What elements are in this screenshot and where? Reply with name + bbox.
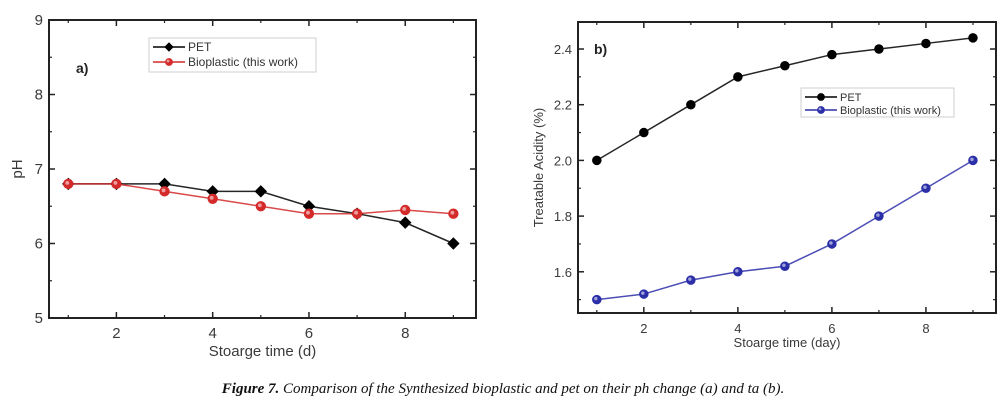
- plot-frame: [577, 21, 997, 314]
- panel-label: a): [76, 60, 88, 76]
- y-tick-label: 5: [35, 310, 43, 327]
- legend-marker: [164, 42, 174, 52]
- data-point-highlight: [641, 291, 645, 295]
- legend-frame: [800, 87, 955, 118]
- legend-marker-highlight: [818, 107, 822, 111]
- x-tick-label: 8: [401, 325, 409, 342]
- x-tick-label: 4: [734, 321, 741, 336]
- x-tick-label: 8: [922, 321, 929, 336]
- series-line: [596, 159, 974, 301]
- data-point-highlight: [594, 296, 598, 301]
- data-point: [921, 38, 931, 49]
- x-axis-title: Stoarge time (day): [734, 335, 841, 350]
- data-point: [733, 72, 743, 82]
- figure-caption: Figure 7. Comparison of the Synthesized …: [0, 381, 1006, 398]
- legend-item: PET: [805, 92, 862, 104]
- data-point: [686, 99, 696, 110]
- y-tick-label: 2.4: [554, 42, 572, 57]
- x-tick-label: 6: [828, 321, 835, 336]
- data-point-highlight: [923, 185, 927, 189]
- legend-item: Bioplastic (this work): [153, 55, 298, 69]
- chart-panel-b: 2 4 6 8 1.6 1.8 2.0 2.2 2.4 Stoarge time (day) Tre…: [531, 21, 997, 350]
- y-tick-label: 6: [35, 236, 43, 253]
- legend-marker: [817, 106, 825, 114]
- legend-label: Bioplastic (this work): [188, 55, 298, 69]
- y-tick-label: 7: [35, 161, 43, 178]
- caption-text: Comparison of the Synthesized bioplastic…: [279, 381, 785, 397]
- data-point-highlight: [113, 180, 118, 185]
- series-pet: [62, 177, 460, 250]
- series-bioplastic-this-work: [63, 178, 459, 219]
- legend-frame: [148, 37, 317, 73]
- y-tick-label: 9: [35, 12, 43, 29]
- series-bioplastic-this-work: [592, 155, 978, 305]
- x-tick-label: 4: [209, 325, 217, 342]
- legend-marker: [817, 93, 825, 101]
- caption-label: Figure 7.: [221, 381, 280, 397]
- data-point-highlight: [65, 180, 70, 185]
- x-axis-title: Stoarge time (d): [209, 343, 317, 360]
- data-point-highlight: [354, 210, 359, 215]
- data-point-highlight: [876, 213, 880, 217]
- data-point: [447, 237, 460, 250]
- data-point-highlight: [306, 210, 310, 215]
- legend-marker: [165, 58, 173, 66]
- data-point-highlight: [161, 188, 166, 193]
- legend-label: PET: [188, 40, 212, 54]
- data-point: [639, 127, 649, 138]
- data-point: [399, 216, 412, 229]
- legend-label: PET: [840, 92, 862, 104]
- legend-marker-highlight: [166, 59, 170, 63]
- data-point-highlight: [402, 207, 407, 211]
- data-point-highlight: [782, 263, 786, 267]
- y-axis-title: Treatable Acidity (%): [531, 108, 546, 227]
- y-tick-label: 2.2: [554, 98, 572, 113]
- data-point-highlight: [257, 203, 262, 208]
- data-point: [254, 185, 268, 198]
- data-point-highlight: [209, 195, 214, 200]
- data-point-highlight: [970, 157, 974, 162]
- legend-label: Bioplastic (this work): [840, 105, 941, 117]
- x-tick-label: 2: [640, 321, 647, 336]
- data-point-highlight: [688, 277, 692, 281]
- data-point: [592, 155, 602, 166]
- data-point: [827, 49, 837, 60]
- data-point-highlight: [450, 210, 455, 215]
- y-tick-label: 1.6: [554, 265, 572, 280]
- x-tick-label: 6: [305, 325, 313, 342]
- data-point: [968, 33, 978, 43]
- legend-item: PET: [153, 40, 212, 54]
- chart-panel-a: 2 4 6 8 5 6 7 8 9 Stoarge time (d) pH a) PETBioplast…: [9, 12, 477, 360]
- y-tick-label: 2.0: [554, 153, 572, 168]
- data-point-highlight: [735, 269, 739, 273]
- data-point: [874, 44, 884, 54]
- data-point-highlight: [829, 241, 833, 245]
- x-tick-label: 2: [112, 325, 120, 342]
- y-tick-label: 8: [35, 87, 43, 104]
- panel-label: b): [594, 41, 607, 57]
- y-axis-title: pH: [9, 159, 26, 178]
- legend-item: Bioplastic (this work): [805, 105, 941, 117]
- series-pet: [592, 33, 978, 166]
- y-tick-label: 1.8: [554, 209, 572, 224]
- data-point: [780, 60, 790, 71]
